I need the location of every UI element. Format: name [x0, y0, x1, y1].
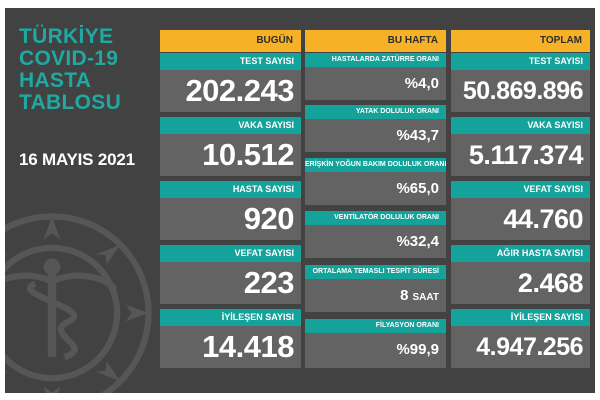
total-severe-card: AĞIR HASTA SAYISI 2.468	[451, 245, 590, 304]
total-severe-value: 2.468	[451, 262, 590, 304]
covid-dashboard-panel: TÜRKİYE COVID-19 HASTA TABLOSU 16 MAYIS …	[5, 8, 595, 393]
today-death-value: 223	[160, 262, 301, 304]
header-total: TOPLAM	[451, 30, 590, 52]
week-ventilator-value: %32,4	[305, 225, 446, 258]
total-death-card: VEFAT SAYISI 44.760	[451, 181, 590, 240]
week-ventilator-label: VENTİLATÖR DOLULUK ORANI	[305, 211, 446, 225]
week-contact-time-value: 8 SAAT	[305, 279, 446, 312]
today-test-card: TEST SAYISI 202.243	[160, 53, 301, 112]
week-icu-card: ERİŞKİN YOĞUN BAKIM DOLULUK ORANI %65,0	[305, 158, 446, 205]
week-ventilator-card: VENTİLATÖR DOLULUK ORANI %32,4	[305, 211, 446, 258]
week-bed-value: %43,7	[305, 119, 446, 152]
week-bed-label: YATAK DOLULUK ORANI	[305, 105, 446, 119]
week-filiation-label: FİLYASYON ORANI	[305, 319, 446, 333]
today-recovered-card: İYİLEŞEN SAYISI 14.418	[160, 309, 301, 368]
week-contact-time-label: ORTALAMA TEMASLI TESPİT SÜRESİ	[305, 265, 446, 279]
total-recovered-card: İYİLEŞEN SAYISI 4.947.256	[451, 309, 590, 368]
total-death-value: 44.760	[451, 198, 590, 240]
today-recovered-value: 14.418	[160, 326, 301, 368]
total-test-card: TEST SAYISI 50.869.896	[451, 53, 590, 112]
week-filiation-value: %99,9	[305, 333, 446, 368]
total-case-label: VAKA SAYISI	[451, 117, 590, 134]
week-bed-number: %43,7	[396, 127, 439, 144]
today-death-card: VEFAT SAYISI 223	[160, 245, 301, 304]
total-case-value: 5.117.374	[451, 134, 590, 176]
today-patient-card: HASTA SAYISI 920	[160, 181, 301, 240]
dashboard-title: TÜRKİYE COVID-19 HASTA TABLOSU	[19, 26, 149, 114]
title-line: TABLOSU	[19, 91, 122, 114]
week-contact-time-card: ORTALAMA TEMASLI TESPİT SÜRESİ 8 SAAT	[305, 265, 446, 312]
week-contact-time-number: 8	[400, 287, 409, 304]
title-line: HASTA	[19, 69, 92, 92]
today-test-value: 202.243	[160, 70, 301, 112]
today-death-label: VEFAT SAYISI	[160, 245, 301, 262]
health-ministry-emblem-icon	[5, 213, 152, 393]
week-contact-time-unit: SAAT	[412, 292, 439, 303]
week-pneumonia-value: %4,0	[305, 67, 446, 100]
week-filiation-card: FİLYASYON ORANI %99,9	[305, 319, 446, 368]
total-severe-label: AĞIR HASTA SAYISI	[451, 245, 590, 262]
today-patient-label: HASTA SAYISI	[160, 181, 301, 198]
today-case-value: 10.512	[160, 134, 301, 176]
title-line: TÜRKİYE	[19, 25, 114, 48]
week-pneumonia-card: HASTALARDA ZATÜRRE ORANI %4,0	[305, 53, 446, 100]
today-test-label: TEST SAYISI	[160, 53, 301, 70]
total-death-label: VEFAT SAYISI	[451, 181, 590, 198]
week-icu-label: ERİŞKİN YOĞUN BAKIM DOLULUK ORANI	[305, 158, 446, 172]
week-icu-number: %65,0	[396, 180, 439, 197]
week-icu-value: %65,0	[305, 172, 446, 205]
today-case-card: VAKA SAYISI 10.512	[160, 117, 301, 176]
header-this-week: BU HAFTA	[305, 30, 446, 52]
week-pneumonia-number: %4,0	[404, 75, 439, 92]
today-recovered-label: İYİLEŞEN SAYISI	[160, 309, 301, 326]
week-filiation-number: %99,9	[396, 341, 439, 358]
total-test-value: 50.869.896	[451, 70, 590, 112]
week-pneumonia-label: HASTALARDA ZATÜRRE ORANI	[305, 53, 446, 67]
today-case-label: VAKA SAYISI	[160, 117, 301, 134]
header-today: BUGÜN	[160, 30, 301, 52]
week-ventilator-number: %32,4	[396, 233, 439, 250]
total-case-card: VAKA SAYISI 5.117.374	[451, 117, 590, 176]
today-patient-value: 920	[160, 198, 301, 240]
title-line: COVID-19	[19, 47, 119, 70]
total-test-label: TEST SAYISI	[451, 53, 590, 70]
total-recovered-label: İYİLEŞEN SAYISI	[451, 309, 590, 326]
report-date: 16 MAYIS 2021	[19, 150, 135, 169]
total-recovered-value: 4.947.256	[451, 326, 590, 368]
week-bed-card: YATAK DOLULUK ORANI %43,7	[305, 105, 446, 152]
